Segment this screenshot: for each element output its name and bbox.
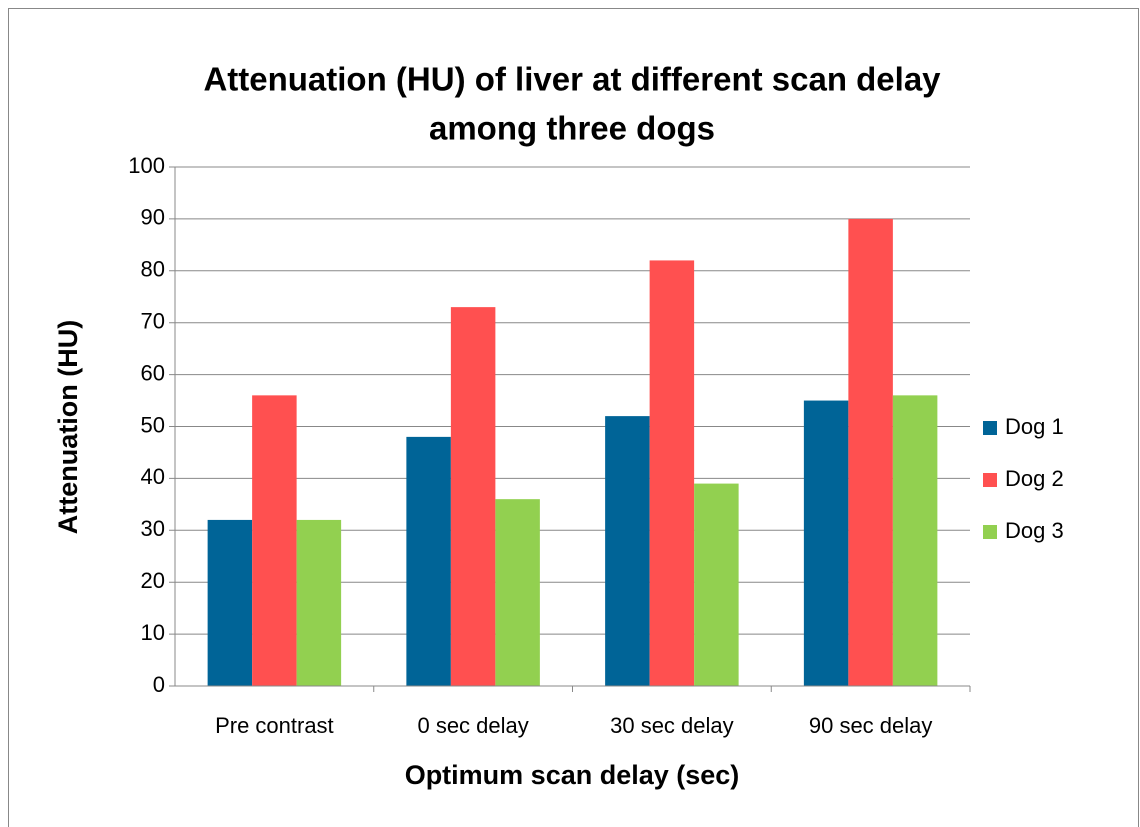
legend-swatch — [983, 525, 997, 539]
legend-label: Dog 3 — [1005, 518, 1064, 543]
chart-title: among three dogs — [429, 110, 715, 147]
bar — [406, 436, 451, 686]
bar — [450, 307, 496, 686]
bar — [296, 519, 342, 686]
bar — [605, 416, 650, 686]
chart-border — [8, 8, 1139, 827]
legend-label: Dog 2 — [1005, 466, 1064, 491]
bar — [495, 499, 540, 686]
legend-swatch — [983, 473, 997, 487]
bar — [252, 395, 297, 686]
bar — [649, 260, 695, 686]
x-axis-label: Optimum scan delay (sec) — [405, 760, 740, 790]
y-tick-label: 40 — [141, 464, 165, 489]
y-tick-label: 20 — [141, 568, 165, 593]
x-tick-label: Pre contrast — [215, 713, 334, 738]
y-tick-label: 70 — [141, 309, 165, 334]
y-tick-label: 100 — [128, 153, 165, 178]
y-tick-label: 10 — [141, 620, 165, 645]
y-tick-label: 30 — [141, 516, 165, 541]
bar — [694, 483, 739, 686]
chart-title: Attenuation (HU) of liver at different s… — [203, 61, 941, 98]
x-tick-label: 0 sec delay — [417, 713, 528, 738]
legend-swatch — [983, 421, 997, 435]
x-tick-label: 90 sec delay — [809, 713, 933, 738]
y-tick-label: 60 — [141, 360, 165, 385]
x-tick-label: 30 sec delay — [610, 713, 734, 738]
y-axis-label: Attenuation (HU) — [53, 320, 83, 534]
y-tick-label: 0 — [153, 672, 165, 697]
legend-label: Dog 1 — [1005, 414, 1064, 439]
y-tick-label: 80 — [141, 257, 165, 282]
y-tick-label: 90 — [141, 205, 165, 230]
bar — [207, 519, 253, 686]
bar — [848, 218, 893, 686]
bar — [803, 400, 849, 686]
y-tick-label: 50 — [141, 412, 165, 437]
bar — [892, 395, 938, 686]
